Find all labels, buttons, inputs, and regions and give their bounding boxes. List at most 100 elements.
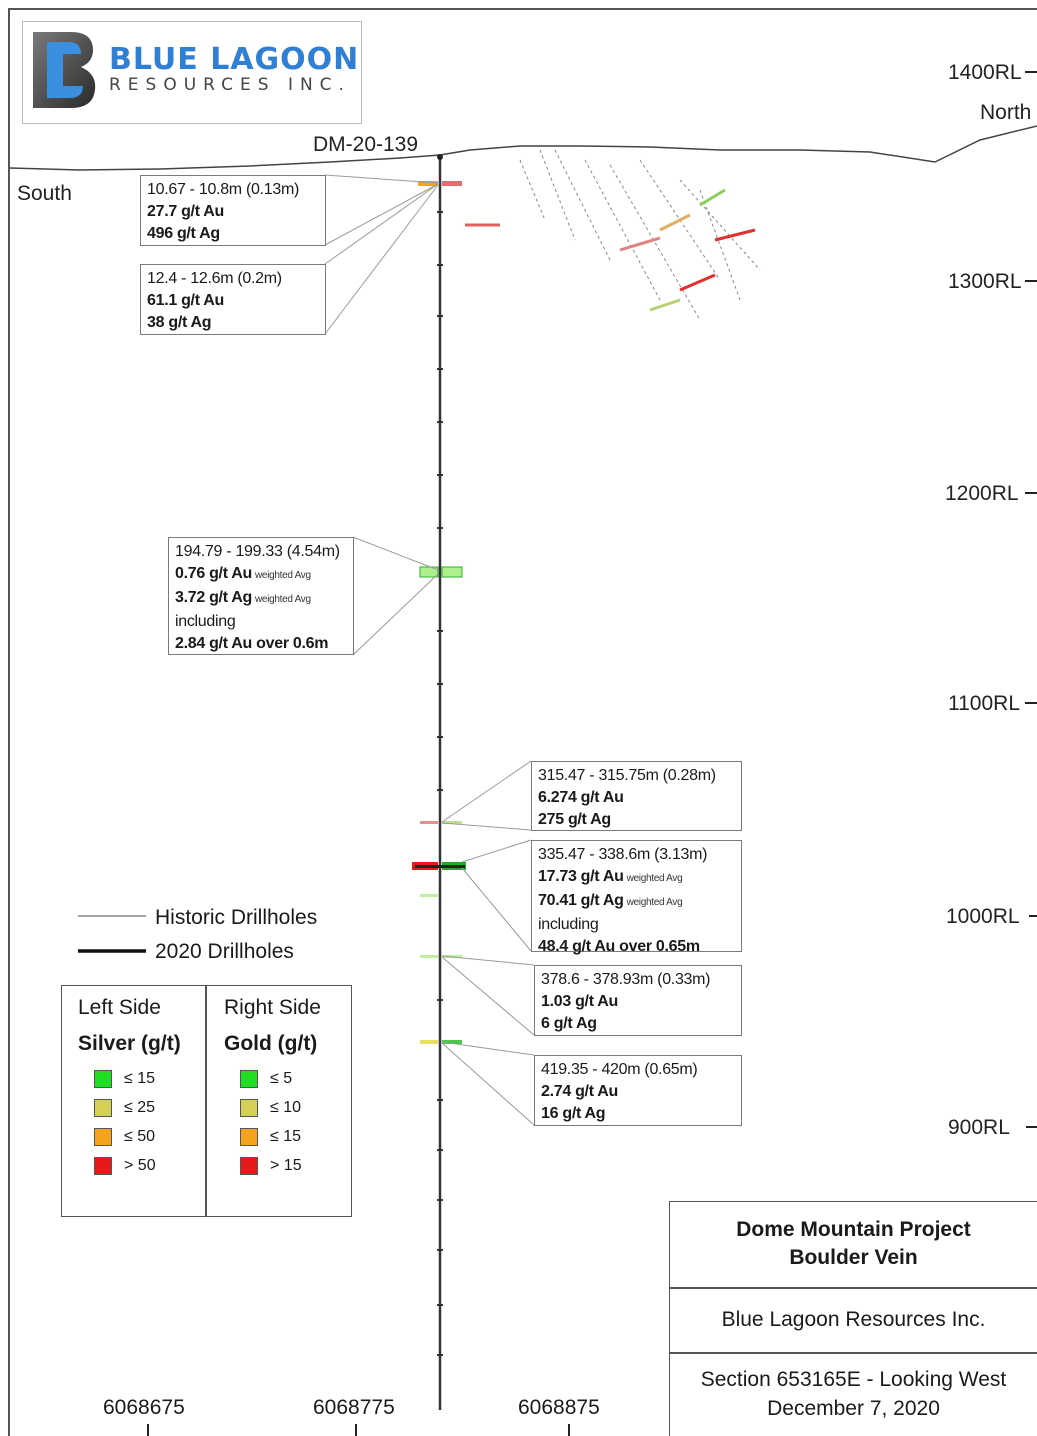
color-swatch — [94, 1128, 112, 1146]
legend-item: ≤ 10 — [224, 1099, 344, 1128]
vein-title: Boulder Vein — [789, 1246, 918, 1269]
intercept-grade: 38 g/t Ag — [147, 314, 212, 331]
rl-label-1300: 1300RL — [948, 270, 1022, 293]
title-divider — [670, 1287, 1037, 1289]
legend-item-label: ≤ 15 — [124, 1070, 156, 1087]
color-swatch — [94, 1070, 112, 1088]
hole-id-label: DM-20-139 — [313, 133, 419, 156]
project-title: Dome Mountain Project — [736, 1218, 971, 1241]
grade-legend: Left Side Silver (g/t) ≤ 15 ≤ 25 ≤ 50 > … — [61, 985, 352, 1217]
legend-item-label: > 15 — [270, 1157, 302, 1174]
intercept-grade: 6 g/t Ag — [541, 1015, 597, 1032]
color-swatch — [240, 1099, 258, 1117]
logo-name: BLUE LAGOON — [109, 42, 360, 77]
intercept-grade: 2.74 g/t Au — [541, 1083, 619, 1100]
company-name: Blue Lagoon Resources Inc. — [721, 1308, 986, 1331]
historic-assays — [465, 188, 756, 312]
south-label: South — [17, 182, 72, 205]
legend-item-label: > 50 — [124, 1157, 156, 1174]
rl-label-1200: 1200RL — [945, 482, 1019, 505]
intercept-interval: 378.6 - 378.93m (0.33m) — [541, 971, 711, 988]
intercept-grade: 70.41 g/t Ag — [538, 892, 624, 909]
silver-legend: Left Side Silver (g/t) ≤ 15 ≤ 25 ≤ 50 > … — [78, 996, 198, 1186]
weighted-note: weighted Avg — [626, 873, 683, 884]
legend-item: > 15 — [224, 1157, 344, 1186]
easting-label-6068775: 6068775 — [313, 1396, 395, 1419]
intercept-interval: 10.67 - 10.8m (0.13m) — [147, 181, 299, 198]
intercept-grade: 1.03 g/t Au — [541, 993, 619, 1010]
collar-marker — [437, 154, 443, 160]
legend-item: > 50 — [78, 1157, 198, 1186]
leader-lines — [324, 174, 535, 1126]
section-name: Section 653165E - Looking West — [700, 1368, 1007, 1391]
intercept-grade: 275 g/t Ag — [538, 811, 611, 828]
frame-top — [8, 8, 1037, 10]
legend-item-label: ≤ 10 — [270, 1099, 302, 1116]
rl-label-1400: 1400RL — [948, 61, 1022, 84]
intercept-interval: 315.47 - 315.75m (0.28m) — [538, 767, 716, 784]
logo-mark-icon — [33, 32, 96, 108]
legend-item: ≤ 15 — [78, 1070, 198, 1099]
intercept-interval: 335.47 - 338.6m (3.13m) — [538, 846, 708, 863]
color-swatch — [240, 1128, 258, 1146]
legend-item: ≤ 50 — [78, 1128, 198, 1157]
intercept-grade: 27.7 g/t Au — [147, 203, 225, 220]
legend-item-label: ≤ 15 — [270, 1128, 302, 1145]
legend-item-label: ≤ 5 — [270, 1070, 293, 1087]
right-side-heading: Right Side — [224, 996, 321, 1019]
color-swatch — [94, 1099, 112, 1117]
easting-label-6068675: 6068675 — [103, 1396, 185, 1419]
gold-legend: Right Side Gold (g/t) ≤ 5 ≤ 10 ≤ 15 > 15 — [224, 996, 344, 1186]
intercept-interval: 419.35 - 420m (0.65m) — [541, 1061, 698, 1078]
color-swatch — [94, 1157, 112, 1175]
intercept-grade: 496 g/t Ag — [147, 225, 220, 242]
intercept-grade: 2.84 g/t Au over 0.6m — [175, 635, 329, 652]
weighted-note: weighted Avg — [255, 570, 311, 581]
legend-item: ≤ 5 — [224, 1070, 344, 1099]
easting-ticks — [147, 1424, 570, 1436]
title-divider — [670, 1352, 1037, 1354]
legend-divider — [205, 986, 207, 1216]
intercept-grade: 48.4 g/t Au over 0.65m — [538, 938, 700, 955]
legend-item-label: ≤ 50 — [124, 1128, 156, 1145]
intercept-grade: 61.1 g/t Au — [147, 292, 225, 309]
depth-ticks — [437, 211, 443, 1356]
rl-label-900: 900RL — [948, 1116, 1010, 1139]
north-label: North — [980, 101, 1032, 124]
intercept-callout: 10.67 - 10.8m (0.13m) 27.7 g/t Au 496 g/… — [140, 175, 326, 246]
left-side-heading: Left Side — [78, 996, 161, 1019]
legend-item: ≤ 25 — [78, 1099, 198, 1128]
legend-item: ≤ 15 — [224, 1128, 344, 1157]
topography-line — [9, 125, 1037, 171]
gold-unit-heading: Gold (g/t) — [224, 1032, 318, 1055]
intercept-grade: 6.274 g/t Au — [538, 789, 624, 806]
silver-unit-heading: Silver (g/t) — [78, 1032, 181, 1055]
frame-left — [8, 8, 10, 1436]
intercept-callout: 315.47 - 315.75m (0.28m) 6.274 g/t Au 27… — [531, 761, 742, 831]
legend-historic-label: Historic Drillholes — [155, 906, 318, 929]
intercept-grade: 0.76 g/t Au — [175, 565, 253, 582]
color-swatch — [240, 1157, 258, 1175]
weighted-note: weighted Avg — [255, 594, 311, 605]
intercept-callout: 335.47 - 338.6m (3.13m) 17.73 g/t Au weig… — [531, 840, 742, 955]
including-label: including — [538, 916, 599, 933]
intercept-grade: 17.73 g/t Au — [538, 868, 624, 885]
color-swatch — [240, 1070, 258, 1088]
rl-label-1000: 1000RL — [946, 905, 1020, 928]
hole-assays — [412, 181, 466, 1044]
intercept-interval: 194.79 - 199.33 (4.54m) — [175, 543, 340, 560]
logo-subtitle: RESOURCES INC. — [109, 75, 351, 95]
legend-item-label: ≤ 25 — [124, 1099, 156, 1116]
intercept-callout: 419.35 - 420m (0.65m) 2.74 g/t Au 16 g/t… — [534, 1055, 742, 1126]
company-logo: BLUE LAGOON RESOURCES INC. — [22, 21, 362, 124]
historic-drillholes — [519, 149, 761, 321]
intercept-grade: 16 g/t Ag — [541, 1105, 606, 1122]
rl-label-1100: 1100RL — [948, 692, 1021, 715]
intercept-callout: 378.6 - 378.93m (0.33m) 1.03 g/t Au 6 g/… — [534, 965, 742, 1036]
easting-label-6068875: 6068875 — [518, 1396, 600, 1419]
weighted-note: weighted Avg — [626, 897, 683, 908]
title-block: Dome Mountain Project Boulder Vein Blue … — [669, 1201, 1037, 1436]
including-label: including — [175, 613, 236, 630]
legend-current-label: 2020 Drillholes — [155, 940, 294, 963]
